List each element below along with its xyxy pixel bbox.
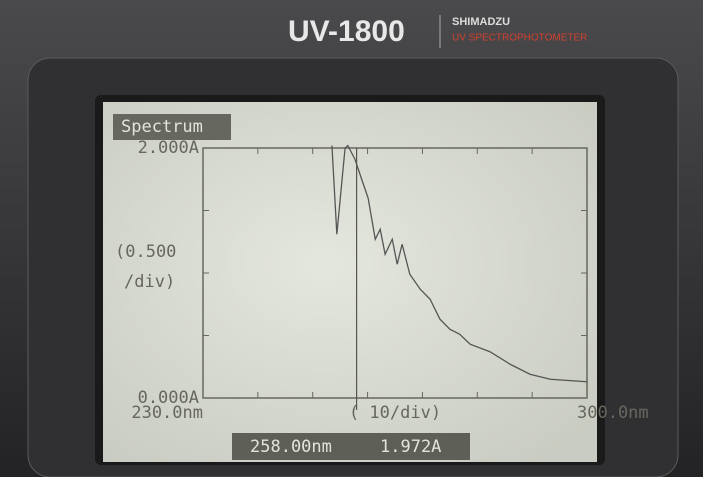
y-scale-label: (0.500	[115, 242, 176, 262]
chart: UV-1800 SHIMADZU UV SPECTROPHOTOMETER Sp…	[0, 0, 703, 477]
cursor-x: 258.00nm	[250, 437, 332, 457]
y-tick-label: 2.000A	[138, 138, 199, 158]
x-scale-label: ( 10/div)	[349, 403, 441, 423]
y-scale-label: /div)	[124, 272, 175, 292]
x-tick-label: 230.0nm	[131, 403, 203, 423]
x-tick-label: 300.0nm	[577, 403, 649, 423]
model: UV-1800	[288, 15, 405, 48]
page: UV-1800 SHIMADZU UV SPECTROPHOTOMETER Sp…	[0, 0, 703, 477]
brand: SHIMADZU	[452, 16, 510, 28]
cursor-y: 1.972A	[380, 437, 441, 457]
product: UV SPECTROPHOTOMETER	[452, 33, 587, 44]
chart-title: Spectrum	[121, 117, 203, 137]
